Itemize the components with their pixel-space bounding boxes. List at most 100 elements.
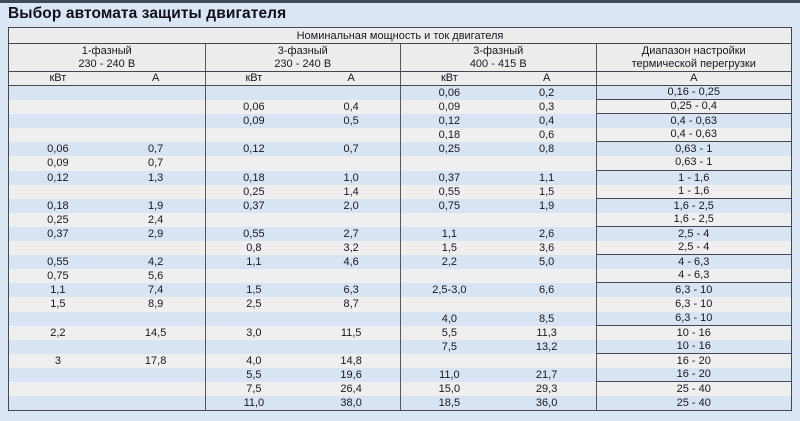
group-phase-label: 3-фазный [277, 44, 328, 57]
power-kw-cell [204, 156, 303, 171]
current-a-cell: 2,6 [538, 227, 555, 240]
power-kw-cell: 0,18 [400, 128, 498, 143]
power-kw-cell: 0,25 [47, 213, 69, 226]
current-a-cell [302, 156, 400, 170]
current-a-cell [302, 86, 400, 100]
power-kw-cell: 4,0 [204, 353, 303, 368]
power-kw-cell [9, 185, 107, 199]
power-kw-cell [204, 128, 303, 143]
table-row: 0,12 1,3 0,18 1,0 0,37 1,1 1 - 1,6 [9, 170, 791, 185]
unit-a-header: А [151, 72, 160, 84]
current-a-cell: 8,5 [538, 312, 555, 325]
power-kw-cell [9, 382, 107, 396]
unit-kw-header: кВт [400, 72, 498, 85]
current-a-cell: 0,7 [343, 143, 359, 156]
current-a-cell: 0,8 [538, 143, 555, 156]
group-phase-label: 3-фазный [473, 44, 524, 57]
table-row: 0,09 0,5 0,12 0,4 0,4 - 0,63 [9, 114, 791, 129]
current-a-cell: 3,6 [538, 242, 555, 255]
table-row: 0,37 2,9 0,55 2,7 1,1 2,6 2,5 - 4 [9, 226, 792, 242]
current-a-cell: 14,5 [144, 326, 167, 339]
power-kw-cell: 1,5 [400, 241, 498, 256]
power-kw-cell: 0,18 [47, 199, 69, 212]
current-a-cell [107, 382, 205, 396]
current-a-cell [107, 340, 205, 354]
current-a-cell: 13,2 [535, 340, 558, 353]
power-kw-cell: 0,12 [47, 171, 69, 184]
power-kw-cell [204, 311, 303, 326]
power-kw-cell: 2,2 [50, 326, 66, 339]
group-voltage-label: 400 - 415 В [469, 58, 527, 70]
power-kw-cell [400, 156, 498, 171]
table-row: 7,5 26,4 15,0 29,3 25 - 40 [9, 381, 791, 397]
overload-range-cell: 6,3 - 10 [595, 297, 792, 312]
overload-range-cell: 0,63 - 1 [595, 142, 792, 157]
power-kw-cell: 2,5-3,0 [400, 283, 498, 298]
unit-a-header: А [595, 72, 792, 85]
overload-range-cell: 2,5 - 4 [595, 226, 792, 242]
current-a-cell: 0,6 [538, 129, 555, 142]
current-a-cell: 0,7 [147, 143, 164, 156]
power-kw-cell: 0,09 [204, 114, 303, 129]
current-a-cell: 5,6 [147, 270, 164, 283]
power-kw-cell: 2,2 [400, 255, 498, 270]
table-row: 11,0 38,0 18,5 36,0 25 - 40 [9, 396, 791, 411]
table-row: 0,06 0,7 0,12 0,7 0,25 0,8 0,63 - 1 [9, 142, 792, 157]
current-a-cell: 6,3 [343, 284, 359, 297]
table-body: 0,06 0,2 0,16 - 0,25 0,06 0,4 0,09 0,3 0,25 - 0… [9, 86, 792, 411]
power-kw-cell: 7,5 [204, 381, 303, 397]
current-a-cell [498, 354, 596, 368]
power-kw-cell: 0,18 [204, 170, 303, 185]
current-a-cell [107, 100, 205, 114]
power-kw-cell [400, 212, 498, 227]
current-a-cell: 7,4 [147, 284, 164, 297]
current-a-cell: 21,7 [535, 368, 558, 381]
power-kw-cell [9, 312, 107, 326]
table-row: 0,75 5,6 4 - 6,3 [9, 269, 791, 284]
power-kw-cell: 0,37 [204, 198, 303, 213]
unit-header-row: кВт А кВт А кВт А А [9, 72, 791, 86]
table-row: 0,8 3,2 1,5 3,6 2,5 - 4 [9, 241, 791, 256]
power-kw-cell: 0,75 [400, 198, 498, 213]
current-a-cell: 3,2 [343, 242, 359, 255]
power-kw-cell: 11,0 [204, 396, 303, 411]
unit-kw-header: кВт [204, 72, 303, 85]
overload-range-cell: 16 - 20 [595, 353, 792, 368]
unit-a-header: А [347, 72, 355, 84]
power-kw-cell: 11,0 [400, 367, 498, 382]
power-kw-cell: 0,12 [400, 114, 498, 129]
power-kw-cell: 1,1 [400, 226, 498, 242]
current-a-cell: 0,3 [538, 101, 555, 114]
current-a-cell: 8,7 [343, 298, 359, 311]
current-a-cell [498, 213, 596, 227]
power-kw-cell: 0,55 [204, 226, 303, 242]
power-kw-cell [9, 114, 107, 128]
current-a-cell [107, 312, 205, 326]
power-kw-cell: 0,12 [204, 142, 303, 157]
current-a-cell [498, 269, 596, 283]
group-range-label-line2: термической перегрузки [631, 58, 756, 70]
overload-range-cell: 10 - 16 [595, 325, 792, 340]
current-a-cell: 1,5 [538, 185, 555, 198]
current-a-cell: 1,3 [147, 171, 164, 184]
overload-range-cell: 1 - 1,6 [595, 184, 791, 199]
current-a-cell [498, 297, 596, 311]
power-kw-cell [9, 86, 107, 100]
current-a-cell [107, 241, 205, 255]
power-kw-cell: 15,0 [400, 381, 498, 397]
table-row: 0,55 4,2 1,1 4,6 2,2 5,0 4 - 6,3 [9, 255, 791, 270]
overload-range-cell: 10 - 16 [595, 339, 791, 354]
power-kw-cell [400, 269, 498, 284]
current-a-cell: 8,9 [147, 298, 164, 311]
current-a-cell: 19,6 [340, 368, 362, 381]
power-kw-cell: 3,0 [204, 325, 303, 340]
current-a-cell: 2,4 [147, 213, 164, 226]
power-kw-cell: 2,5 [204, 297, 303, 312]
current-a-cell: 5,0 [538, 256, 555, 269]
power-kw-cell: 5,5 [204, 367, 303, 382]
power-kw-cell [9, 128, 107, 142]
current-a-cell: 1,1 [538, 171, 555, 184]
current-a-cell: 2,9 [147, 227, 164, 240]
current-a-cell: 4,6 [343, 256, 359, 269]
overload-range-cell: 6,3 - 10 [595, 311, 791, 326]
